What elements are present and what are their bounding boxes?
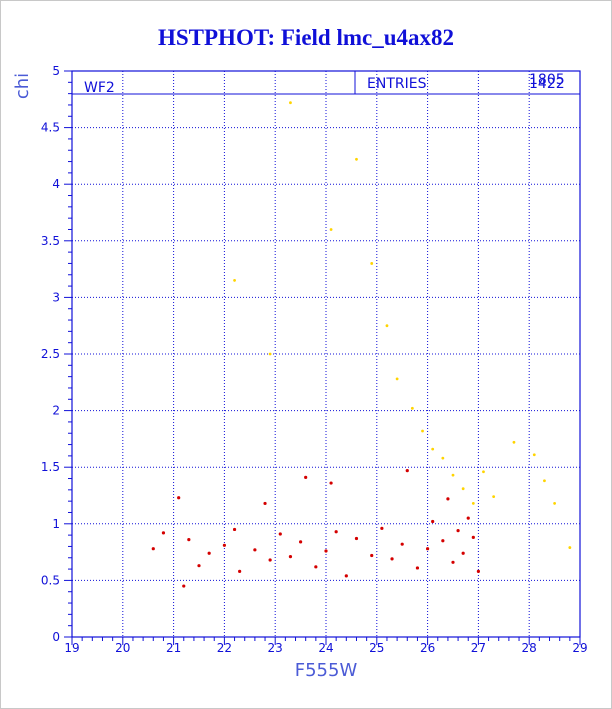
yellow-data-point [431, 447, 435, 451]
yellow-data-point [289, 101, 292, 105]
x-tick-label: 27 [471, 641, 486, 655]
chart-title: HSTPHOT: Field lmc_u4ax82 [157, 25, 455, 50]
yellow-data-point [268, 352, 272, 356]
yellow-data-point [355, 157, 358, 161]
red-data-point [400, 542, 404, 546]
red-data-point [471, 535, 475, 539]
yellow-data-point [492, 495, 496, 499]
red-data-point [426, 547, 430, 551]
red-data-point [370, 553, 374, 558]
yellow-data-point [329, 228, 333, 231]
y-tick-label: 1.5 [41, 460, 60, 474]
stats-box [354, 70, 581, 95]
red-data-point [476, 569, 480, 573]
x-axis-label: F555W [295, 660, 358, 681]
stats-label: ENTRIES [367, 76, 427, 92]
y-tick-label: 0.5 [41, 573, 60, 587]
x-tick-label: 22 [217, 641, 232, 655]
red-data-point [354, 536, 359, 541]
y-tick-label: 2.5 [41, 347, 60, 361]
red-data-point [197, 564, 201, 568]
red-data-point [182, 584, 186, 588]
red-data-point [299, 540, 303, 544]
yellow-data-point [233, 279, 236, 282]
red-data-point [177, 496, 181, 500]
x-tick-label: 24 [318, 641, 333, 655]
y-tick-label: 1 [52, 517, 60, 531]
red-data-point [238, 569, 242, 573]
yellow-data-point [471, 502, 475, 505]
y-tick-label: 2 [52, 404, 60, 418]
red-data-point [451, 560, 455, 564]
yellow-data-point [441, 456, 445, 460]
yellow-data-point [451, 473, 455, 477]
red-data-point [187, 538, 191, 542]
red-data-point [405, 468, 409, 473]
x-tick-label: 21 [166, 641, 181, 655]
x-tick-label: 28 [522, 641, 537, 655]
x-tick-label: 26 [420, 641, 435, 655]
yellow-data-point [385, 324, 389, 328]
red-data-point [466, 516, 470, 520]
points-layer [151, 101, 572, 588]
yellow-data-point [532, 453, 536, 457]
red-data-point [232, 527, 237, 532]
red-data-point [207, 551, 211, 555]
red-data-point [314, 565, 318, 569]
red-data-point [456, 528, 460, 533]
red-data-point [268, 558, 272, 562]
red-data-point [380, 526, 384, 530]
red-data-point [222, 543, 226, 547]
yellow-data-point [512, 440, 516, 444]
red-data-point [441, 539, 445, 543]
stats-value-top: 1805 [529, 72, 565, 88]
red-data-point [263, 501, 267, 506]
panel-label: WF2 [84, 80, 115, 96]
yellow-data-point [568, 546, 572, 549]
red-data-point [253, 548, 257, 552]
red-data-point [461, 551, 465, 555]
x-tick-label: 19 [64, 641, 79, 655]
red-data-point [431, 519, 435, 524]
red-data-point [390, 557, 394, 561]
red-data-point [151, 547, 155, 551]
y-tick-label: 0 [52, 630, 60, 644]
ticks-layer: 19 20 21 22 23 24 25 26 27 28 29 0 0.5 1 1.5 2 2.5 3 3.5 4 4… [41, 64, 588, 655]
y-tick-label: 3 [52, 290, 60, 304]
yellow-data-point [482, 470, 485, 474]
y-axis-label: chi [12, 73, 33, 99]
red-data-point [288, 555, 293, 559]
red-data-point [278, 532, 282, 536]
x-tick-label: 20 [115, 641, 130, 655]
red-data-point [324, 549, 328, 553]
red-data-point [446, 497, 450, 501]
yellow-data-point [410, 406, 414, 410]
yellow-data-point [461, 487, 465, 491]
yellow-data-point [370, 262, 374, 265]
y-tick-label: 4.5 [41, 121, 60, 135]
grid-layer [72, 71, 580, 637]
x-tick-label: 25 [369, 641, 384, 655]
stats-value-bottom: 1422 [529, 76, 565, 92]
red-data-point [161, 531, 166, 535]
yellow-data-point [543, 479, 546, 483]
y-tick-label: 3.5 [41, 234, 60, 248]
x-tick-label: 23 [268, 641, 283, 655]
x-tick-label: 29 [572, 641, 587, 655]
red-data-point [304, 475, 308, 479]
yellow-data-point [395, 377, 399, 381]
yellow-data-point [553, 502, 556, 505]
red-data-point [329, 481, 333, 485]
yellow-data-point [421, 429, 424, 433]
y-tick-label: 5 [52, 64, 60, 78]
red-data-point [334, 530, 338, 534]
y-tick-label: 4 [52, 177, 60, 191]
red-data-point [415, 566, 420, 570]
red-data-point [344, 574, 348, 578]
